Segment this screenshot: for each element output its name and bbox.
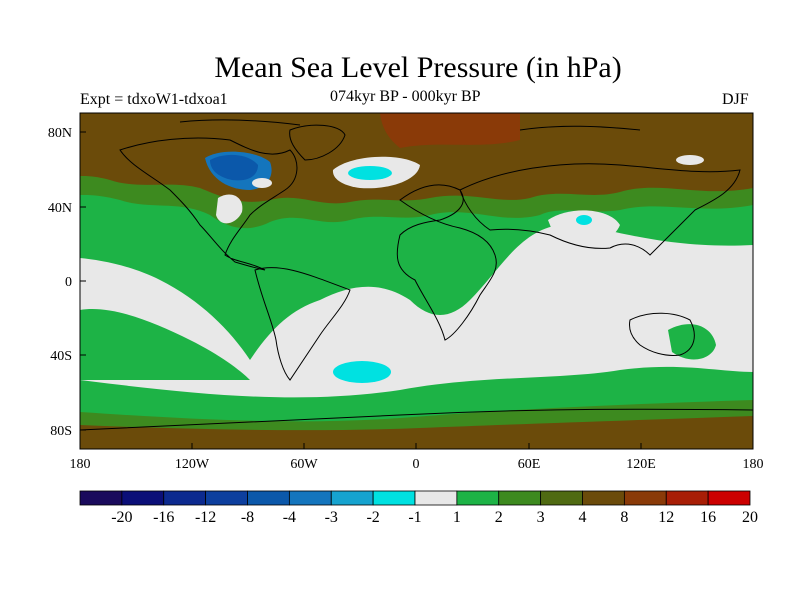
colorbar-swatch	[540, 490, 583, 506]
colorbar-swatch	[121, 490, 165, 506]
colorbar-label: -8	[241, 509, 254, 526]
lat-label: 0	[65, 275, 72, 290]
field-cyan-asia	[576, 215, 592, 225]
period-label: 074kyr BP - 000kyr BP	[330, 88, 481, 105]
lon-label: 120W	[175, 457, 210, 472]
colorbar-swatch	[498, 490, 542, 506]
map-field	[80, 113, 753, 449]
colorbar-swatch	[582, 490, 625, 506]
colorbar-label: -12	[195, 509, 216, 526]
field-light-asia	[548, 210, 620, 245]
field-cyan-southatlantic	[333, 361, 391, 383]
colorbar-swatch	[79, 490, 123, 506]
colorbar-swatch	[414, 490, 458, 506]
lat-label: 80S	[50, 424, 72, 439]
lon-label: 180	[743, 457, 764, 472]
colorbar-swatch	[372, 490, 416, 506]
colorbar-swatch	[665, 490, 709, 506]
colorbar-swatch	[456, 490, 500, 506]
colorbar-swatch	[163, 490, 207, 506]
longitude-axis: 180 120W 60W 0 60E 120E 180	[70, 443, 764, 472]
colorbar-label: 2	[495, 509, 503, 526]
colorbar-label: 8	[620, 509, 628, 526]
colorbar-swatch	[707, 490, 751, 506]
coastlines	[80, 119, 753, 431]
lon-label: 60E	[518, 457, 541, 472]
lat-label: 40S	[50, 349, 72, 364]
colorbar-label: 16	[700, 509, 716, 526]
field-green-australia	[668, 324, 716, 360]
colorbar-label: -4	[283, 509, 296, 526]
colorbar-label: -16	[153, 509, 174, 526]
colorbar-label: 1	[453, 509, 461, 526]
experiment-label: Expt = tdxoW1-tdxoa1	[80, 91, 228, 108]
map-title: Mean Sea Level Pressure (in hPa)	[214, 51, 622, 84]
field-light-pacific	[676, 155, 704, 165]
field-blue-hudson-inner	[210, 154, 258, 181]
lon-label: 60W	[290, 457, 318, 472]
colorbar-label: 4	[579, 509, 587, 526]
colorbar-label: -3	[325, 509, 338, 526]
colorbar-label: -2	[366, 509, 379, 526]
colorbar-swatch	[205, 490, 248, 506]
field-brown-south	[80, 416, 753, 449]
field-brown-arctic	[380, 113, 520, 148]
colorbar-swatch	[247, 490, 290, 506]
colorbar-label: -20	[111, 509, 132, 526]
field-cyan-atlantic	[348, 166, 392, 180]
lon-label: 120E	[626, 457, 656, 472]
field-light-hudson	[252, 178, 272, 188]
field-light-namerica	[216, 194, 243, 224]
latitude-axis: 80N 40N 0 40S 80S	[48, 126, 86, 439]
colorbar-swatch	[623, 490, 667, 506]
colorbar-label: -1	[408, 509, 421, 526]
colorbar-label: 12	[658, 509, 674, 526]
colorbar: -20 -16 -12 -8 -4 -3 -2 -1 1 2 3 4 8 12 16 20	[79, 490, 758, 526]
colorbar-label: 3	[537, 509, 545, 526]
lon-label: 0	[413, 457, 420, 472]
colorbar-swatch	[330, 490, 374, 506]
lat-label: 40N	[48, 201, 72, 216]
lon-label: 180	[70, 457, 91, 472]
colorbar-swatch	[288, 490, 332, 506]
season-label: DJF	[722, 91, 749, 108]
colorbar-label: 20	[742, 509, 758, 526]
field-green-southpacific	[80, 309, 250, 380]
lat-label: 80N	[48, 126, 72, 141]
